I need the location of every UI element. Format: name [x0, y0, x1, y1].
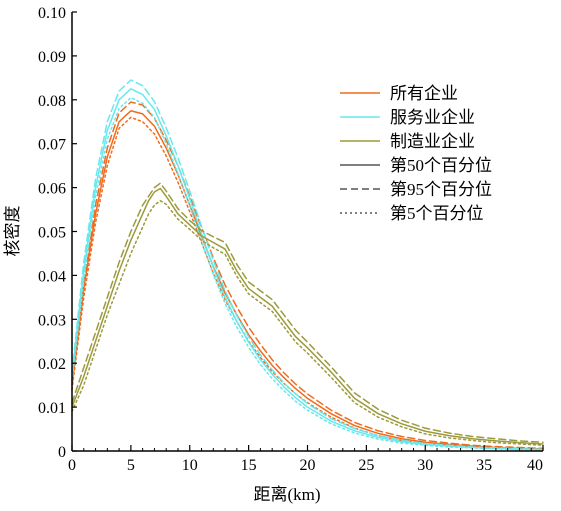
- series-line-manufacturing-firms-p5: [71, 200, 544, 447]
- x-tick-label-0: 0: [68, 457, 76, 474]
- x-tick-label-15: 15: [241, 457, 257, 474]
- x-tick-label-35: 35: [476, 457, 492, 474]
- y-tick-label-0-10: 0.10: [38, 5, 66, 22]
- y-tick-label-0-08: 0.08: [38, 93, 66, 110]
- series-line-all-firms-p95: [71, 101, 544, 450]
- y-axis-title: 核密度: [3, 206, 22, 257]
- y-tick-label-0-07: 0.07: [38, 137, 66, 154]
- x-tick-label-30: 30: [417, 457, 433, 474]
- series-line-service-firms-p50: [71, 88, 544, 451]
- ticks-layer: 0 0.01 0.02 0.03 0.04 0.05 0.06 0.07 0.08 0.09 0.1…: [38, 5, 544, 474]
- x-tick-label-20: 20: [300, 457, 316, 474]
- axes-layer: [71, 12, 543, 452]
- legend-label: 第50个百分位: [390, 156, 492, 175]
- x-axis-title: 距离(km): [253, 485, 320, 504]
- y-tick-label-0-06: 0.06: [38, 181, 66, 198]
- y-tick-label-0-09: 0.09: [38, 49, 66, 66]
- series-line-manufacturing-firms-p50: [71, 187, 544, 445]
- series-line-service-firms-p95: [71, 79, 544, 450]
- series-line-all-firms-p50: [71, 110, 544, 450]
- y-tick-label-0: 0: [58, 444, 66, 461]
- y-tick-label-0-02: 0.02: [38, 356, 66, 373]
- x-tick-label-25: 25: [358, 457, 374, 474]
- legend-label: 所有企业: [390, 84, 458, 103]
- series-line-manufacturing-firms-p95: [71, 182, 544, 443]
- y-tick-label-0-03: 0.03: [38, 312, 66, 329]
- y-tick-label-0-05: 0.05: [38, 225, 66, 242]
- legend-label: 制造业企业: [390, 132, 475, 151]
- x-tick-label-40: 40: [527, 457, 543, 474]
- x-tick-label-5: 5: [127, 457, 135, 474]
- y-tick-label-0-04: 0.04: [38, 268, 66, 285]
- legend-label: 服务业企业: [390, 108, 475, 127]
- x-tick-label-10: 10: [182, 457, 198, 474]
- y-tick-label-0-01: 0.01: [38, 400, 66, 417]
- legend-label: 第95个百分位: [390, 180, 492, 199]
- legend-label: 第5个百分位: [390, 204, 484, 223]
